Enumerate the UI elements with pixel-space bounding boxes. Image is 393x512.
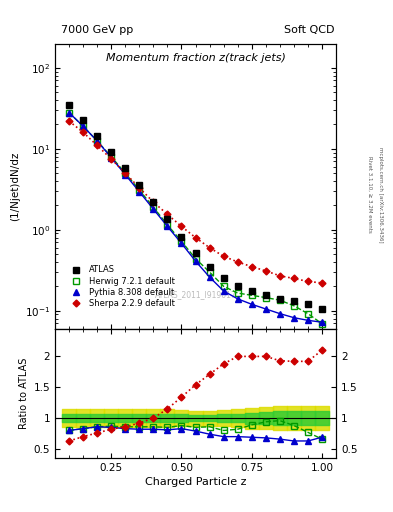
Pythia 8.308 default (137, 188, 142, 195)
Text: Soft QCD: Soft QCD (284, 25, 334, 35)
Sherpa 2.2.9 default (207, 245, 212, 251)
Text: Rivet 3.1.10, ≥ 3.2M events: Rivet 3.1.10, ≥ 3.2M events (368, 156, 373, 233)
ATLAS (109, 148, 114, 155)
Pythia 8.308 default (292, 314, 296, 321)
Pythia 8.308 default (277, 311, 282, 317)
Pythia 8.308 default (306, 317, 310, 324)
Y-axis label: Ratio to ATLAS: Ratio to ATLAS (19, 358, 29, 429)
Sherpa 2.2.9 default (221, 253, 226, 260)
ATLAS (292, 298, 296, 305)
Herwig 7.2.1 default (109, 154, 114, 160)
Herwig 7.2.1 default (179, 238, 184, 244)
Sherpa 2.2.9 default (151, 199, 156, 205)
Sherpa 2.2.9 default (320, 280, 324, 286)
Sherpa 2.2.9 default (123, 170, 128, 176)
Line: Sherpa 2.2.9 default: Sherpa 2.2.9 default (67, 119, 324, 285)
Text: 7000 GeV pp: 7000 GeV pp (61, 25, 133, 35)
ATLAS (193, 250, 198, 256)
ATLAS (151, 199, 156, 205)
Pythia 8.308 default (67, 110, 72, 116)
Pythia 8.308 default (250, 301, 254, 307)
Sherpa 2.2.9 default (179, 223, 184, 229)
Pythia 8.308 default (263, 306, 268, 312)
ATLAS (179, 233, 184, 240)
Herwig 7.2.1 default (123, 170, 128, 176)
Herwig 7.2.1 default (320, 321, 324, 327)
Herwig 7.2.1 default (221, 283, 226, 289)
Y-axis label: (1/Njet)dN/dz: (1/Njet)dN/dz (11, 152, 20, 221)
Pythia 8.308 default (95, 138, 99, 144)
Legend: ATLAS, Herwig 7.2.1 default, Pythia 8.308 default, Sherpa 2.2.9 default: ATLAS, Herwig 7.2.1 default, Pythia 8.30… (65, 263, 177, 310)
Herwig 7.2.1 default (292, 303, 296, 309)
ATLAS (263, 292, 268, 298)
Sherpa 2.2.9 default (95, 142, 99, 148)
Herwig 7.2.1 default (306, 311, 310, 317)
Sherpa 2.2.9 default (109, 156, 114, 162)
ATLAS (306, 301, 310, 307)
Pythia 8.308 default (109, 155, 114, 161)
Sherpa 2.2.9 default (67, 118, 72, 124)
Sherpa 2.2.9 default (263, 268, 268, 274)
ATLAS (81, 116, 86, 122)
Line: ATLAS: ATLAS (66, 102, 325, 312)
Herwig 7.2.1 default (151, 204, 156, 210)
ATLAS (165, 216, 170, 222)
ATLAS (67, 102, 72, 108)
Herwig 7.2.1 default (95, 138, 99, 144)
Sherpa 2.2.9 default (292, 275, 296, 282)
ATLAS (137, 182, 142, 188)
Herwig 7.2.1 default (277, 297, 282, 303)
Sherpa 2.2.9 default (277, 273, 282, 279)
ATLAS (123, 165, 128, 171)
Pythia 8.308 default (221, 288, 226, 294)
Pythia 8.308 default (235, 296, 240, 302)
Herwig 7.2.1 default (81, 123, 86, 130)
Sherpa 2.2.9 default (235, 259, 240, 265)
ATLAS (95, 133, 99, 139)
Pythia 8.308 default (193, 258, 198, 264)
Sherpa 2.2.9 default (250, 264, 254, 270)
ATLAS (221, 275, 226, 282)
Herwig 7.2.1 default (165, 222, 170, 228)
Sherpa 2.2.9 default (306, 279, 310, 285)
Line: Pythia 8.308 default: Pythia 8.308 default (66, 110, 325, 325)
Pythia 8.308 default (179, 240, 184, 246)
Herwig 7.2.1 default (67, 110, 72, 116)
Herwig 7.2.1 default (235, 290, 240, 296)
Pythia 8.308 default (320, 319, 324, 325)
Sherpa 2.2.9 default (193, 234, 198, 241)
Herwig 7.2.1 default (193, 255, 198, 262)
Sherpa 2.2.9 default (137, 185, 142, 191)
ATLAS (250, 288, 254, 294)
Herwig 7.2.1 default (263, 294, 268, 301)
Pythia 8.308 default (123, 172, 128, 178)
X-axis label: Charged Particle z: Charged Particle z (145, 477, 246, 487)
Sherpa 2.2.9 default (165, 211, 170, 218)
ATLAS (207, 264, 212, 270)
Pythia 8.308 default (151, 206, 156, 212)
Herwig 7.2.1 default (137, 187, 142, 193)
Text: mcplots.cern.ch [arXiv:1306.3436]: mcplots.cern.ch [arXiv:1306.3436] (378, 147, 383, 242)
Line: Herwig 7.2.1 default: Herwig 7.2.1 default (66, 110, 325, 327)
ATLAS (320, 306, 324, 312)
ATLAS (235, 283, 240, 289)
Pythia 8.308 default (207, 274, 212, 280)
Pythia 8.308 default (165, 223, 170, 229)
ATLAS (277, 296, 282, 302)
Sherpa 2.2.9 default (81, 129, 86, 135)
Text: ATLAS_2011_I919017: ATLAS_2011_I919017 (154, 290, 237, 299)
Herwig 7.2.1 default (207, 269, 212, 275)
Text: Momentum fraction z(track jets): Momentum fraction z(track jets) (106, 53, 285, 63)
Herwig 7.2.1 default (250, 292, 254, 298)
Pythia 8.308 default (81, 123, 86, 130)
